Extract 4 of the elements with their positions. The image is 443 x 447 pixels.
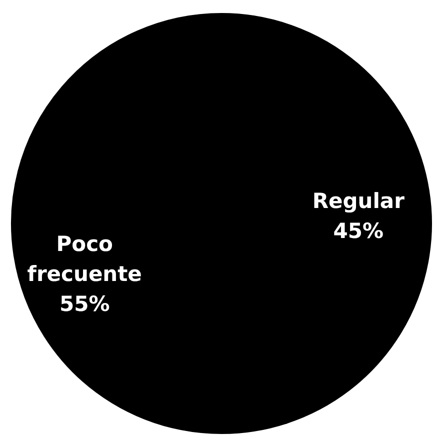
- slice-label: Regular: [312, 188, 406, 213]
- slice-label: Poco frecuente: [27, 232, 142, 286]
- data-label: 45%: [333, 218, 384, 243]
- data-label: 55%: [59, 292, 110, 316]
